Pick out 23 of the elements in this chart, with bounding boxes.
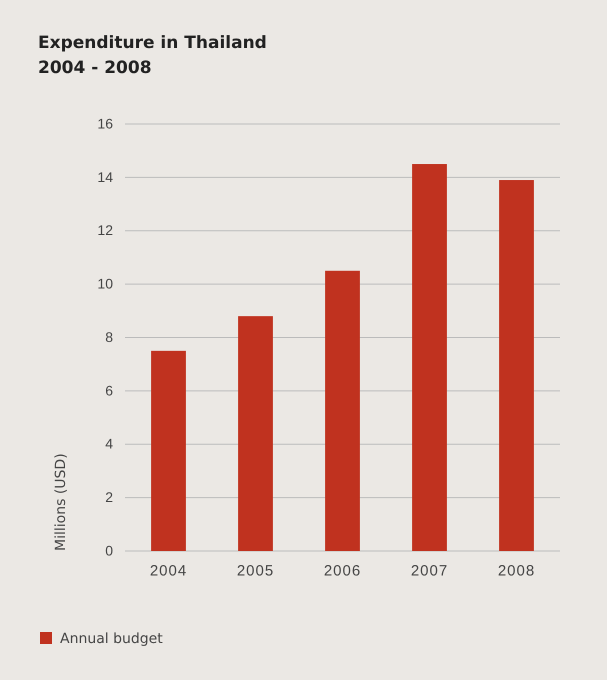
y-tick-label: 0 xyxy=(105,542,114,558)
bar xyxy=(325,270,360,551)
y-tick-label: 12 xyxy=(97,222,114,238)
y-tick-label: 16 xyxy=(97,115,114,132)
x-tick-label: 2007 xyxy=(410,562,448,580)
y-tick-label: 2 xyxy=(105,489,114,506)
x-tick-label: 2005 xyxy=(236,562,274,580)
y-tick-label: 4 xyxy=(105,436,114,452)
y-tick-label: 14 xyxy=(97,168,114,185)
x-tick-label: 2004 xyxy=(150,562,188,580)
y-tick-label: 8 xyxy=(105,328,114,345)
x-tick-label: 2006 xyxy=(324,562,362,580)
bar xyxy=(412,164,447,551)
bar xyxy=(151,350,186,551)
bar xyxy=(238,316,273,551)
y-axis-title: Millions (USD) xyxy=(53,453,69,551)
y-tick-label: 6 xyxy=(105,382,114,398)
chart-subtitle: 2004 - 2008 xyxy=(38,58,152,78)
y-tick-label: 10 xyxy=(97,276,114,292)
x-tick-label: 2008 xyxy=(498,562,536,580)
legend-label: Annual budget xyxy=(60,631,164,647)
chart-title: Expenditure in Thailand xyxy=(38,33,267,53)
bar xyxy=(499,180,534,551)
